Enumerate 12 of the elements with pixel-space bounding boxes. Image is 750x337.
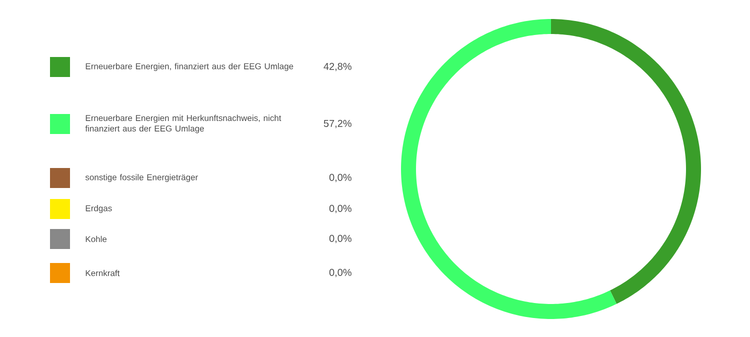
- text: 0,0%: [329, 204, 352, 214]
- legend-label: Kernkraft: [86, 270, 120, 276]
- legend-label: Erneuerbare Energien, finanziert aus der EEG Umlage: [86, 63, 294, 71]
- data-label: 42,8%: [324, 62, 352, 72]
- text: 0,0%: [329, 268, 352, 278]
- text: 0,0%: [329, 174, 352, 182]
- legend-label: Kohle: [86, 236, 107, 242]
- text: 0,0%: [329, 234, 352, 244]
- legend-label: Erdgas: [86, 205, 112, 213]
- legend-label: Erneuerbare Energien mit Herkunftsnachweis, nicht finanziert aus der EEG Umlage: [85, 114, 282, 134]
- data-label: 57,2%: [324, 120, 352, 128]
- legend-label: sonstige fossile Energieträger: [85, 174, 198, 182]
